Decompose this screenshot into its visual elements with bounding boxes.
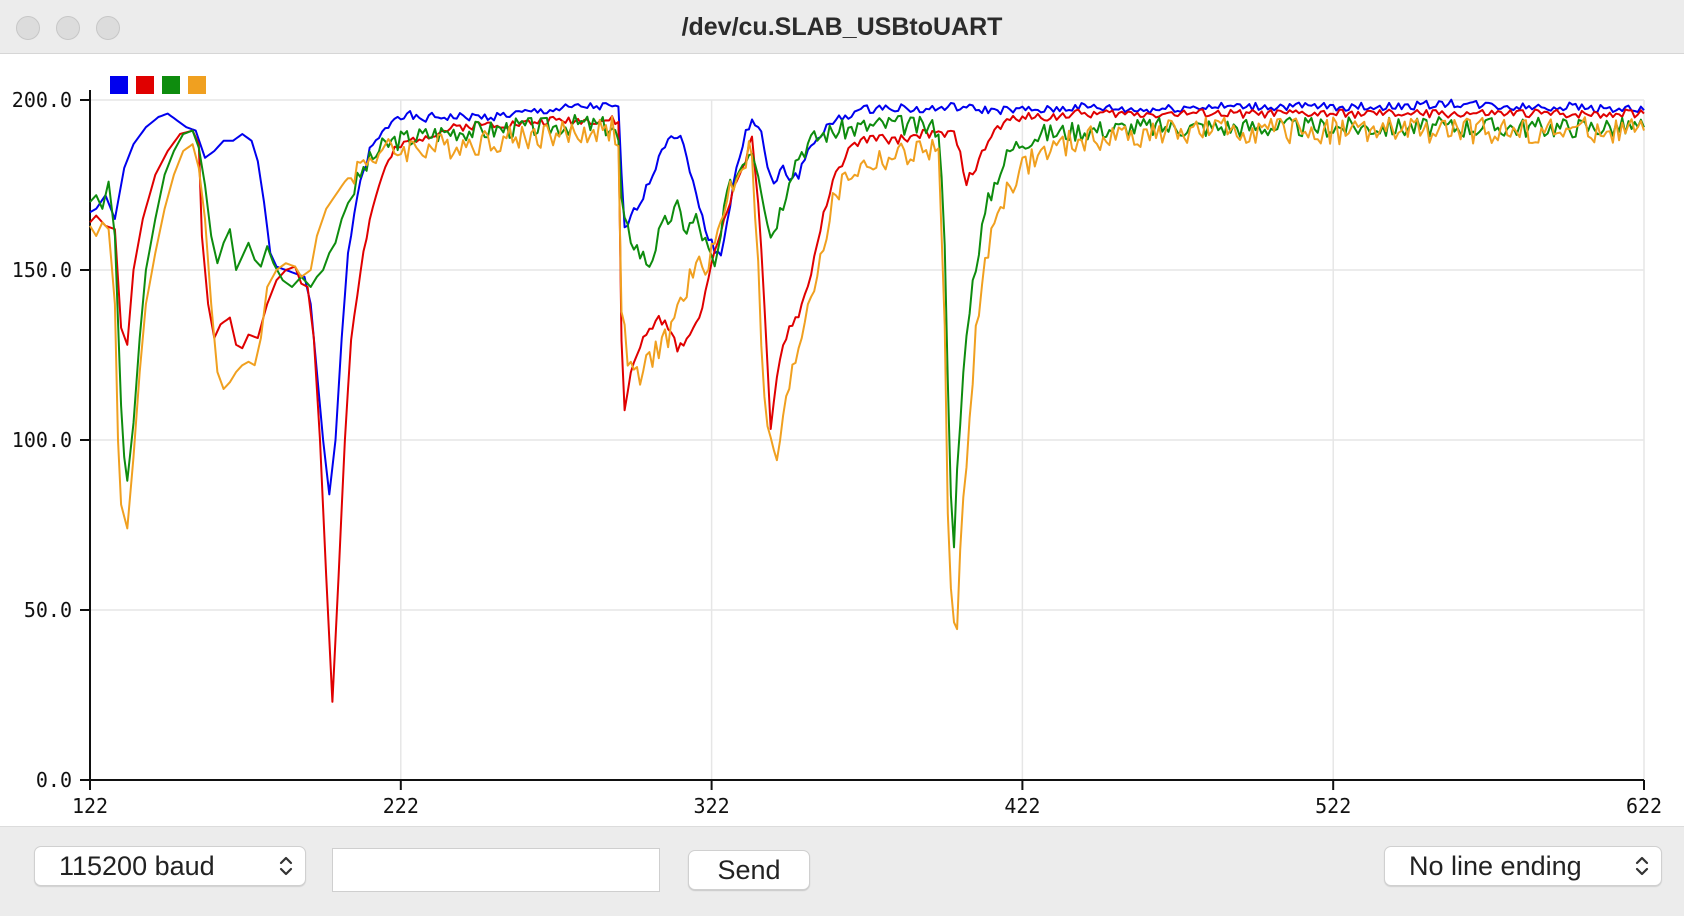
series-line-2 [89,108,1645,703]
x-tick-label: 422 [1004,794,1040,818]
legend-swatch-1 [110,76,128,94]
legend-swatch-4 [188,76,206,94]
baud-rate-select[interactable]: 115200 baud [34,846,306,886]
y-tick-label: 150.0 [12,258,72,282]
send-button[interactable]: Send [688,850,810,890]
minimize-window-button[interactable] [56,16,80,40]
series-line-4 [89,115,1645,631]
plot-axes: 0.0 50.0 100.0 150.0 200.0 122 222 322 422 522 622 [12,88,1662,818]
plot-series [89,98,1645,703]
title-bar: /dev/cu.SLAB_USBtoUART [0,0,1684,54]
y-tick-label: 0.0 [36,768,72,792]
x-tick-label: 322 [694,794,730,818]
x-tick-label: 522 [1315,794,1351,818]
plot-area: 0.0 50.0 100.0 150.0 200.0 122 222 322 422 522 622 [0,54,1684,826]
line-ending-label: No line ending [1409,851,1582,881]
y-tick-label: 200.0 [12,88,72,112]
series-line-1 [89,98,1645,496]
window-title: /dev/cu.SLAB_USBtoUART [681,13,1003,41]
y-tick-label: 100.0 [12,428,72,452]
up-down-chevron-icon [279,856,293,876]
y-tick-label: 50.0 [24,598,72,622]
x-tick-label: 622 [1626,794,1662,818]
legend-swatch-3 [162,76,180,94]
x-tick-label: 222 [383,794,419,818]
legend-swatch-2 [136,76,154,94]
up-down-chevron-icon [1635,856,1649,876]
message-input[interactable] [332,848,660,892]
x-tick-label: 122 [72,794,108,818]
serial-plot: 0.0 50.0 100.0 150.0 200.0 122 222 322 422 522 622 [12,76,1662,818]
series-line-3 [89,114,1645,549]
zoom-window-button[interactable] [96,16,120,40]
plot-legend [110,76,206,94]
baud-rate-label: 115200 baud [59,851,215,881]
close-window-button[interactable] [16,16,40,40]
line-ending-select[interactable]: No line ending [1384,846,1662,886]
